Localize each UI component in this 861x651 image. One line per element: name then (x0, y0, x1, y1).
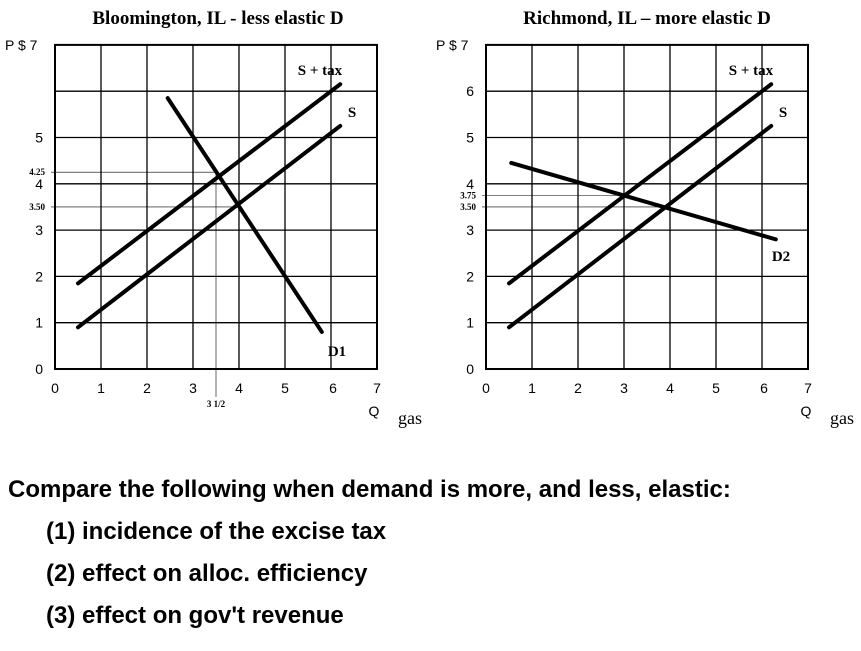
x-tick-label: 1 (528, 380, 536, 396)
x-tick-label: 4 (666, 380, 674, 396)
curve-label-s: S (779, 105, 787, 121)
curve-d1 (165, 96, 324, 334)
curve-s (507, 123, 774, 330)
question-item-3: (3) effect on gov't revenue (46, 602, 344, 629)
question-item-2: (2) effect on alloc. efficiency (46, 560, 368, 587)
x-tick-label: 3 (620, 380, 628, 396)
guide-value-label: 3.50 (29, 202, 45, 212)
curve-s-tax (76, 82, 343, 286)
y-tick-label: 3 (466, 222, 474, 238)
guide-lines: 3.75 3.50 (460, 190, 670, 212)
x-tick-label: 2 (574, 380, 582, 396)
x-axis-suffix: gas (398, 408, 422, 428)
question-prompt: Compare the following when demand is mor… (8, 476, 731, 503)
chart-title: Richmond, IL – more elastic D (523, 8, 771, 29)
x-tick-label: 6 (329, 380, 337, 396)
y-tick-label: 2 (466, 268, 474, 284)
x-tick-label: 7 (804, 380, 812, 396)
x-tick-label: 2 (143, 380, 151, 396)
guide-value-label: 3.50 (460, 202, 476, 212)
x-tick-label: 0 (482, 380, 490, 396)
richmond-chart: Richmond, IL – more elastic D 0 1 2 3 4 5 6 P $… (436, 8, 854, 428)
x-axis-suffix: gas (830, 408, 854, 428)
y-tick-label: 5 (35, 130, 43, 146)
curve-label-s: S (348, 105, 356, 121)
y-tick-label: 0 (466, 361, 474, 377)
x-tick-label: 1 (97, 380, 105, 396)
y-axis-label: P $ 7 (5, 37, 38, 53)
question-item-1: (1) incidence of the excise tax (46, 518, 387, 545)
y-tick-label: 6 (466, 83, 474, 99)
chart-grid: 0 1 2 3 4 5 6 P $ 7 0 1 2 3 4 5 6 7 Q gas (436, 37, 854, 428)
y-tick-label: 0 (35, 361, 43, 377)
y-tick-label: 1 (466, 315, 474, 331)
chart-title: Bloomington, IL - less elastic D (92, 8, 343, 29)
x-axis-label: Q (801, 403, 812, 419)
guide-lines: 4.25 3.50 3 1/2 (29, 167, 239, 409)
curve-s (76, 123, 343, 330)
x-tick-label: 7 (373, 380, 381, 396)
y-tick-label: 1 (35, 315, 43, 331)
curve-label-s-tax: S + tax (729, 63, 774, 79)
x-annotation-label: 3 1/2 (207, 399, 226, 409)
bloomington-chart: Bloomington, IL - less elastic D 0 1 2 3 4 5 P… (5, 8, 422, 428)
x-tick-label: 5 (281, 380, 289, 396)
y-tick-label: 4 (466, 176, 474, 192)
curve-label-d1: D1 (328, 344, 346, 360)
curve-d2 (509, 160, 778, 242)
y-tick-label: 5 (466, 130, 474, 146)
chart-curves (507, 82, 778, 330)
y-axis-label: P $ 7 (436, 37, 469, 53)
curve-label-d2: D2 (772, 249, 790, 265)
x-tick-label: 4 (235, 380, 243, 396)
x-tick-label: 0 (51, 380, 59, 396)
x-tick-label: 6 (760, 380, 768, 396)
x-tick-label: 5 (712, 380, 720, 396)
y-tick-label: 2 (35, 268, 43, 284)
guide-value-label: 4.25 (29, 167, 45, 177)
chart-labels: S + tax S D1 (298, 63, 356, 360)
y-tick-label: 3 (35, 222, 43, 238)
curve-label-s-tax: S + tax (298, 63, 343, 79)
y-tick-label: 4 (35, 176, 43, 192)
x-tick-label: 3 (189, 380, 197, 396)
discussion-questions: Compare the following when demand is mor… (8, 476, 731, 630)
x-axis-label: Q (369, 403, 380, 419)
chart-grid: 0 1 2 3 4 5 P $ 7 0 1 2 3 4 5 6 7 Q gas (5, 37, 422, 428)
chart-curves (76, 82, 343, 334)
charts-area: Bloomington, IL - less elastic D 0 1 2 3 4 5 P… (5, 8, 854, 428)
guide-value-label: 3.75 (460, 190, 476, 200)
curve-s-tax (507, 82, 774, 286)
chart-labels: S + tax S D2 (729, 63, 790, 265)
